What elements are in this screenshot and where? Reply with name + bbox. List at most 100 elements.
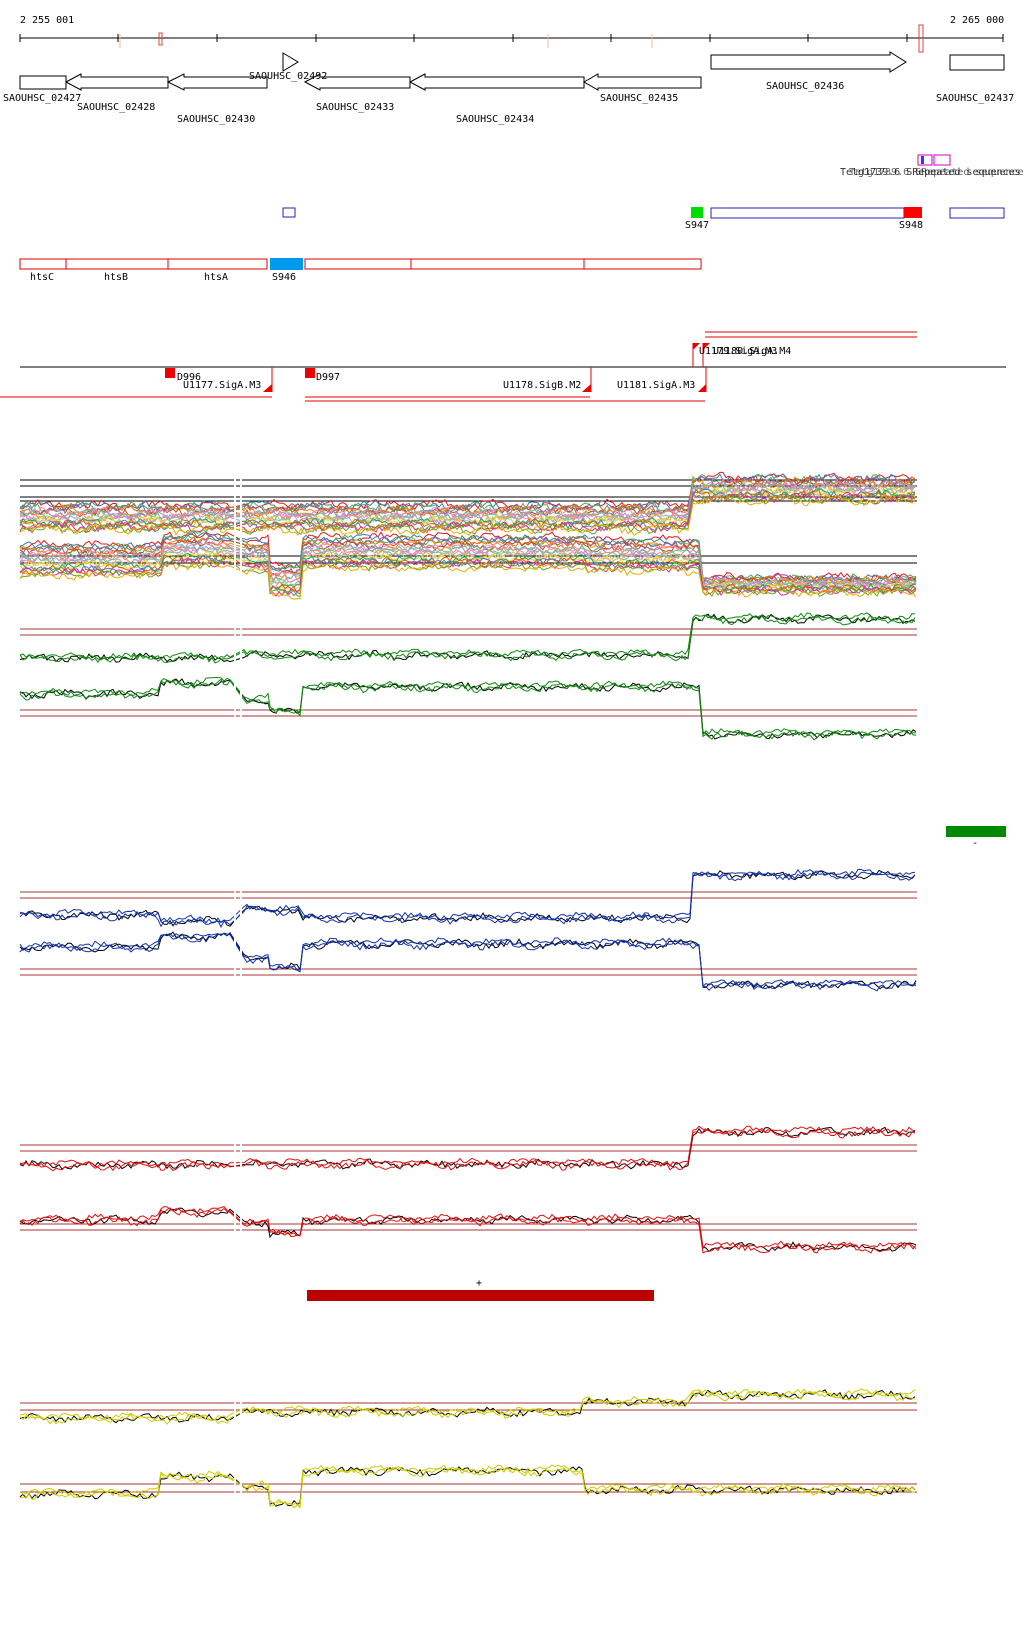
gene-SAOUHSC_02428[interactable] xyxy=(64,73,169,91)
gene-SAOUHSC_02436[interactable] xyxy=(710,51,907,73)
expression-profile xyxy=(19,486,916,529)
expression-profile xyxy=(19,613,916,663)
expression-profile xyxy=(19,493,916,535)
expression-profile xyxy=(19,555,917,597)
operon-htsB[interactable] xyxy=(65,258,169,270)
feature-D997[interactable] xyxy=(305,368,315,378)
repeat-label: Tetg1739.6 SRepeated sequences xyxy=(840,167,1021,178)
gene-track: SAOUHSC_02427 SAOUHSC_02428 SAOUHSC_0243… xyxy=(3,51,1014,125)
gene-SAOUHSC_02430[interactable] xyxy=(166,73,268,91)
operon-box[interactable] xyxy=(583,258,702,270)
segment-label: S947 xyxy=(685,220,709,231)
feature-label: D997 xyxy=(316,372,340,383)
gene-label: SAOUHSC_02427 xyxy=(3,93,81,104)
gene-SAOUHSC_02427[interactable] xyxy=(19,75,67,90)
gene-SAOUHSC_02435[interactable] xyxy=(582,73,702,91)
ruler-marker xyxy=(918,24,924,53)
gene-SAOUHSC_02492[interactable] xyxy=(282,52,299,72)
bar-plus-label: + xyxy=(476,1278,482,1289)
gene-label: SAOUHSC_02433 xyxy=(316,102,394,113)
expression-profile xyxy=(19,612,916,661)
operon-track: htsC htsB htsA S946 xyxy=(19,258,702,283)
expression-profile xyxy=(19,558,917,598)
expression-profile xyxy=(19,678,917,740)
feature-D996[interactable] xyxy=(165,368,175,378)
expression-profile xyxy=(19,1126,916,1170)
bar-plus[interactable] xyxy=(307,1290,654,1301)
yellow-expression-track xyxy=(19,1380,917,1520)
feature-U1181-arrow[interactable] xyxy=(698,384,706,392)
operon-label: htsA xyxy=(204,272,228,283)
expression-profile xyxy=(19,677,916,737)
segment-label: S948 xyxy=(899,220,923,231)
green-expression-track xyxy=(19,612,917,741)
strand-bar-plus: + xyxy=(307,1278,654,1301)
repeat-track: Tetg1739.6 SRepeated sequences Tetg1739.… xyxy=(840,154,1024,178)
expression-profile xyxy=(19,560,917,600)
operon-htsC[interactable] xyxy=(19,258,67,270)
ruler-marker xyxy=(158,32,163,46)
feature-U1177-arrow[interactable] xyxy=(263,384,272,392)
gene-label: SAOUHSC_02437 xyxy=(936,93,1014,104)
gene-label: SAOUHSC_02434 xyxy=(456,114,534,125)
gene-SAOUHSC_02434[interactable] xyxy=(408,73,585,91)
segment-S947[interactable] xyxy=(691,207,703,218)
expression-profile xyxy=(19,678,917,741)
expression-profile xyxy=(19,494,916,536)
expression-profile xyxy=(19,932,917,992)
feature-label: U1177.SigA.M3 xyxy=(183,380,261,391)
segment-box[interactable] xyxy=(710,207,905,219)
repeat-box[interactable] xyxy=(917,154,933,166)
expression-profile xyxy=(19,482,916,522)
feature-label: D996 xyxy=(177,372,201,383)
repeat-box[interactable] xyxy=(921,156,924,164)
feature-U1179-arrow[interactable] xyxy=(693,343,700,350)
expression-profile xyxy=(19,1466,916,1509)
operon-box[interactable] xyxy=(304,258,412,270)
gene-label: SAOUHSC_02492 xyxy=(249,71,327,82)
repeat-box[interactable] xyxy=(933,154,951,166)
gene-label: SAOUHSC_02428 xyxy=(77,102,155,113)
expression-profile xyxy=(19,932,917,988)
gene-SAOUHSC_02437[interactable] xyxy=(949,54,1005,71)
gene-label: SAOUHSC_02430 xyxy=(177,114,255,125)
operon-label: S946 xyxy=(272,272,296,283)
feature-label: U1179.SigA.M3 xyxy=(699,346,777,357)
feature-U1178-arrow[interactable] xyxy=(582,384,591,392)
expression-profile xyxy=(19,614,916,664)
operon-htsA[interactable] xyxy=(167,258,268,270)
expression-profile xyxy=(19,557,917,597)
expression-profile xyxy=(19,868,916,924)
repeat-label: Tetg1739.6 SRepeated sequences xyxy=(849,167,1024,178)
expression-profile xyxy=(19,1389,916,1424)
expression-profile xyxy=(19,545,917,591)
coordinate-ruler: 2 255 001 2 265 000 xyxy=(19,15,1004,53)
expression-profile xyxy=(19,1388,916,1421)
feature-label: U1178.SigB.M2 xyxy=(503,380,581,391)
feature-track: D996 U1177.SigA.M3 D997 U1178.SigB.M2 U1… xyxy=(0,331,1006,402)
expression-profile xyxy=(19,1125,916,1168)
expression-profile xyxy=(19,535,917,586)
coord-end: 2 265 000 xyxy=(950,15,1004,26)
blue-expression-track xyxy=(19,868,917,1000)
expression-profile xyxy=(19,551,917,593)
operon-box[interactable] xyxy=(410,258,585,270)
feature-U1180-arrow[interactable] xyxy=(703,343,710,350)
multi-condition-expression-track xyxy=(19,465,917,600)
gene-label: SAOUHSC_02435 xyxy=(600,93,678,104)
expression-profile xyxy=(19,543,917,589)
red-expression-track xyxy=(19,1125,917,1260)
operon-label: htsC xyxy=(30,272,54,283)
segment-box[interactable] xyxy=(949,207,1005,219)
coord-start: 2 255 001 xyxy=(20,15,74,26)
operon-label: htsB xyxy=(104,272,128,283)
operon-S946[interactable] xyxy=(270,258,303,270)
expression-profile xyxy=(19,1207,917,1253)
gene-label: SAOUHSC_02436 xyxy=(766,81,844,92)
feature-label: U1181.SigA.M3 xyxy=(617,380,695,391)
segment-S948[interactable] xyxy=(904,207,922,218)
segment-box[interactable] xyxy=(282,207,296,218)
expression-profile xyxy=(19,1464,916,1509)
bar-minus[interactable] xyxy=(946,826,1006,837)
